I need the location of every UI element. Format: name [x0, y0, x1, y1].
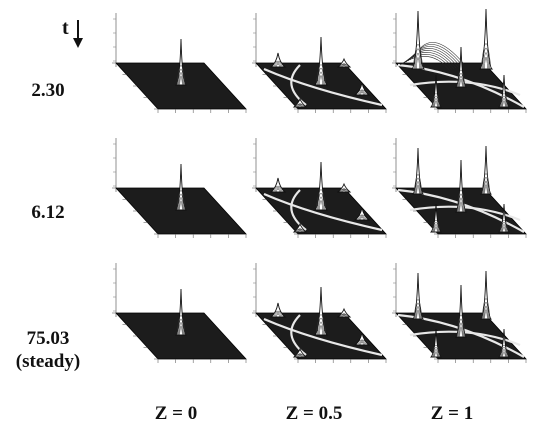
- peak: [269, 52, 287, 68]
- ridge-line: [263, 317, 383, 357]
- peak: [479, 270, 493, 320]
- peak: [497, 328, 511, 358]
- peak: [292, 97, 308, 108]
- peak: [292, 347, 308, 358]
- surface-plot-r3-c1: [112, 263, 247, 363]
- ridge-line: [290, 189, 307, 231]
- peak: [454, 46, 468, 88]
- row-label-1: 2.30: [31, 80, 65, 101]
- peak: [174, 38, 188, 86]
- peak: [429, 203, 443, 233]
- peak: [410, 10, 426, 70]
- peak: [497, 74, 511, 108]
- surface-plot-r1-c3: [392, 8, 527, 113]
- peak: [336, 57, 352, 68]
- surface-plot-r2-c1: [112, 138, 247, 238]
- peak: [292, 222, 308, 233]
- ridge-line: [263, 67, 383, 107]
- ridge-line: [290, 64, 307, 106]
- ridge-line: [263, 192, 383, 232]
- peak: [269, 177, 287, 193]
- surface-plot-r3-c2: [252, 263, 387, 363]
- column-label-z1: Z = 1: [430, 403, 474, 424]
- column-label-z0: Z = 0: [154, 403, 198, 424]
- peak: [497, 203, 511, 233]
- peak: [313, 286, 329, 336]
- surface-plot-r2-c2: [252, 138, 387, 238]
- row-label-2: 6.12: [31, 202, 65, 223]
- peak: [454, 159, 468, 213]
- ridge-line: [409, 330, 521, 347]
- peak: [336, 182, 352, 193]
- peak: [411, 272, 425, 320]
- peak: [454, 284, 468, 338]
- surface-plot-r2-c3: [392, 138, 527, 238]
- peak: [353, 207, 371, 221]
- peak: [174, 288, 188, 336]
- row-label-3: 75.03: [26, 328, 70, 349]
- surface-plot-r1-c1: [112, 13, 247, 113]
- column-label-z05: Z = 0.5: [285, 403, 343, 424]
- peak: [478, 8, 494, 70]
- peak: [411, 147, 425, 195]
- time-arrow-icon: [73, 20, 83, 48]
- row-sublabel-3: (steady): [15, 351, 81, 372]
- peak: [313, 161, 329, 211]
- peak: [353, 332, 371, 346]
- surface-plot-r1-c2: [252, 13, 387, 113]
- peak: [336, 307, 352, 318]
- ridge-line: [409, 205, 521, 222]
- surface-plot-r3-c3: [392, 263, 527, 363]
- ridge-line: [290, 314, 307, 356]
- ridge-line: [409, 80, 521, 97]
- peak: [479, 145, 493, 195]
- time-axis-label: t: [62, 17, 69, 39]
- peak: [174, 163, 188, 211]
- peak: [313, 36, 329, 86]
- peak: [353, 82, 371, 96]
- peak: [269, 302, 287, 318]
- peak: [429, 328, 443, 358]
- peak: [429, 74, 443, 108]
